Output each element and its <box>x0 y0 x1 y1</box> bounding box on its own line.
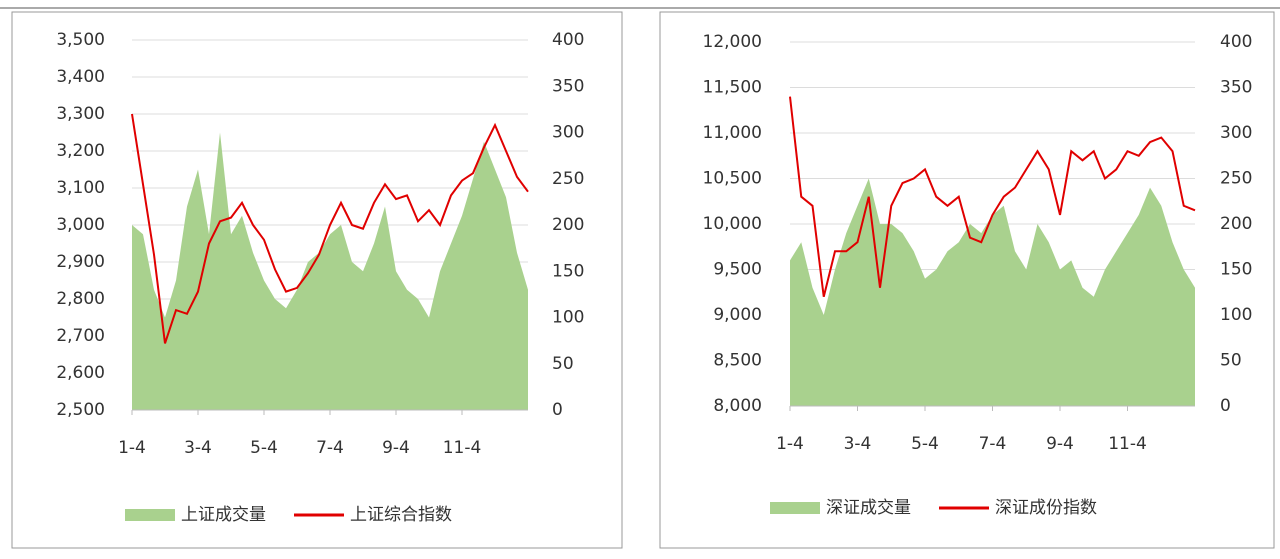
y-tick-label: 2,900 <box>56 252 105 272</box>
y2-tick-label: 200 <box>552 215 584 235</box>
y-tick-label: 8,000 <box>713 396 762 416</box>
y2-tick-label: 100 <box>552 308 584 328</box>
y-tick-label: 2,700 <box>56 326 105 346</box>
x-tick-label: 9-4 <box>382 438 410 458</box>
y-tick-label: 11,000 <box>703 123 762 143</box>
x-tick-label: 11-4 <box>1108 434 1147 454</box>
y2-tick-label: 150 <box>552 261 584 281</box>
volume-area <box>132 132 528 410</box>
index-line <box>789 96 1196 298</box>
x-tick-label: 7-4 <box>979 434 1007 454</box>
y2-tick-label: 300 <box>552 123 584 143</box>
x-tick-label: 9-4 <box>1046 434 1074 454</box>
y-tick-label: 3,100 <box>56 178 105 198</box>
y-tick-label: 8,500 <box>713 351 762 371</box>
y-tick-label: 3,500 <box>56 30 105 50</box>
x-tick-label: 7-4 <box>316 438 344 458</box>
y2-tick-label: 200 <box>1220 214 1252 234</box>
y2-tick-label: 100 <box>1220 305 1252 325</box>
y2-tick-label: 50 <box>1220 351 1242 371</box>
y-tick-label: 3,200 <box>56 141 105 161</box>
y-tick-label: 10,000 <box>703 214 762 234</box>
y2-tick-label: 0 <box>552 400 563 420</box>
legend-swatch <box>125 509 175 521</box>
y-tick-label: 3,400 <box>56 67 105 87</box>
x-tick-label: 11-4 <box>443 438 482 458</box>
y-tick-label: 10,500 <box>703 169 762 189</box>
y2-tick-label: 0 <box>1220 396 1231 416</box>
y2-tick-label: 400 <box>552 30 584 50</box>
y-tick-label: 2,500 <box>56 400 105 420</box>
volume-area <box>790 178 1195 406</box>
legend-label: 上证成交量 <box>181 505 266 525</box>
legend-label: 深证成交量 <box>826 498 911 518</box>
y2-tick-label: 300 <box>1220 123 1252 143</box>
legend-label: 深证成份指数 <box>995 498 1097 518</box>
y2-tick-label: 350 <box>1220 78 1252 98</box>
x-tick-label: 5-4 <box>911 434 939 454</box>
y2-tick-label: 350 <box>552 76 584 96</box>
x-tick-label: 3-4 <box>184 438 212 458</box>
x-tick-label: 1-4 <box>118 438 146 458</box>
y2-tick-label: 250 <box>1220 169 1252 189</box>
y-tick-label: 11,500 <box>703 78 762 98</box>
index-line <box>131 113 529 344</box>
y-tick-label: 2,600 <box>56 363 105 383</box>
y2-tick-label: 400 <box>1220 32 1252 52</box>
y-tick-label: 2,800 <box>56 289 105 309</box>
x-tick-label: 5-4 <box>250 438 278 458</box>
y-tick-label: 9,500 <box>713 260 762 280</box>
x-tick-label: 3-4 <box>844 434 872 454</box>
y-tick-label: 9,000 <box>713 305 762 325</box>
y2-tick-label: 150 <box>1220 260 1252 280</box>
y-tick-label: 3,300 <box>56 104 105 124</box>
legend-swatch <box>770 502 820 514</box>
legend-label: 上证综合指数 <box>350 505 452 525</box>
x-tick-label: 1-4 <box>776 434 804 454</box>
y-tick-label: 12,000 <box>703 32 762 52</box>
panel-frame <box>659 11 1275 549</box>
y2-tick-label: 50 <box>552 354 574 374</box>
panel-frame <box>11 11 623 549</box>
y2-tick-label: 250 <box>552 169 584 189</box>
y-tick-label: 3,000 <box>56 215 105 235</box>
